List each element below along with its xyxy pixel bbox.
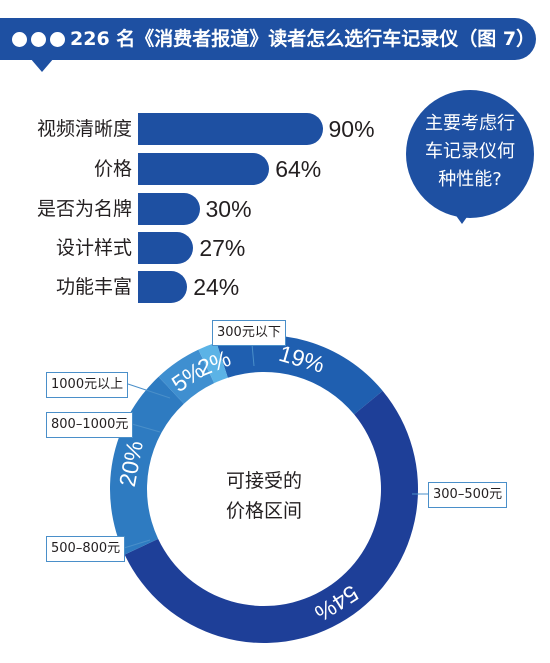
bar	[138, 153, 270, 185]
question-line: 主要考虑行	[425, 113, 515, 134]
bar	[138, 193, 200, 225]
question-line: 车记录仪何	[425, 141, 515, 162]
bar	[138, 113, 323, 145]
callout-1000-above: 1000元以上	[46, 372, 129, 398]
dot-icon	[50, 32, 65, 47]
slice-1000-above	[198, 342, 228, 384]
bar-category-label: 功能丰富	[55, 276, 132, 298]
callout-800-1000: 800–1000元	[46, 412, 134, 438]
bar-category-label: 价格	[93, 158, 132, 180]
donut-center-line: 价格区间	[225, 500, 302, 522]
dot-icon	[31, 32, 46, 47]
bar-category-label: 视频清晰度	[36, 118, 132, 140]
chart-title: 226 名《消费者报道》读者怎么选行车记录仪（图 7）	[70, 28, 536, 50]
bar-value-label: 64%	[275, 156, 322, 182]
callout-300-below: 300元以下	[212, 320, 286, 346]
callout-leader-line	[127, 383, 171, 399]
donut-center-label: 可接受的 价格区间	[204, 466, 324, 526]
bar-value-label: 24%	[193, 274, 240, 300]
bar-category-label: 设计样式	[55, 237, 132, 259]
bar-category-label: 是否为名牌	[36, 198, 132, 220]
bar	[138, 232, 194, 264]
bar	[138, 271, 188, 303]
bar-value-label: 27%	[199, 235, 246, 261]
dot-icon	[12, 32, 27, 47]
slice-300-500	[124, 390, 419, 643]
donut-center-line: 可接受的	[225, 470, 302, 492]
bar-value-label: 30%	[205, 196, 252, 222]
banner-tail	[30, 58, 54, 72]
slice-800-1000	[158, 349, 215, 404]
callout-leader-line	[251, 343, 255, 367]
question-text: 主要考虑行 车记录仪何 种性能?	[406, 110, 534, 194]
slice-300-below	[216, 335, 383, 415]
bar-value-label: 90%	[328, 116, 375, 142]
callout-500-800: 500–800元	[46, 536, 126, 562]
callout-300-500: 300–500元	[428, 482, 508, 508]
callout-leader-line	[123, 539, 151, 549]
question-line: 种性能?	[438, 169, 502, 190]
question-bubble-tail	[452, 210, 472, 224]
title-banner: 226 名《消费者报道》读者怎么选行车记录仪（图 7）	[0, 18, 536, 60]
callout-leader-line	[131, 423, 161, 433]
question-bubble	[406, 90, 534, 218]
